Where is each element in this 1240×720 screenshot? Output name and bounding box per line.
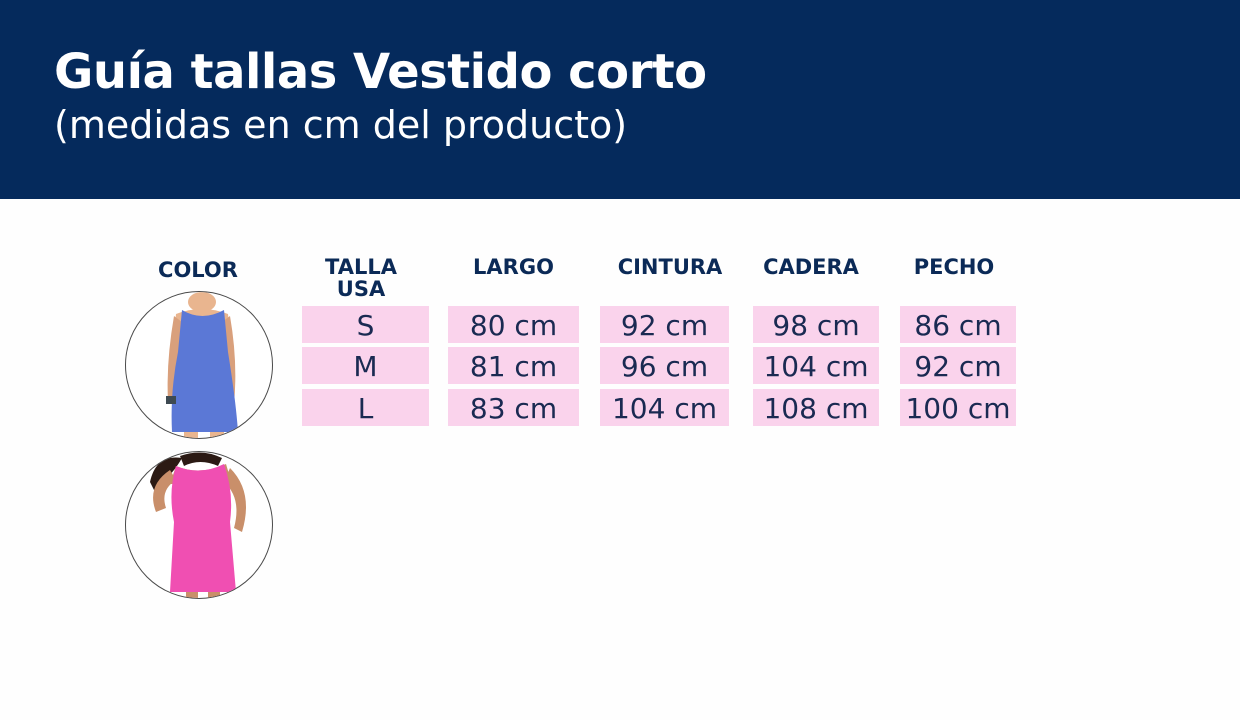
pecho-column-header: PECHO	[913, 255, 995, 279]
talla-column-header: TALLA USA	[301, 256, 421, 300]
color-option-blue[interactable]	[125, 291, 273, 439]
talla-cell-s: S	[302, 306, 429, 343]
cadera-cell-s: 98 cm	[753, 306, 879, 343]
talla-header-line1: TALLA	[325, 255, 397, 279]
largo-column-header: LARGO	[473, 255, 554, 279]
page-title: Guía tallas Vestido corto	[54, 44, 707, 100]
color-option-pink[interactable]	[125, 451, 273, 599]
cintura-cell-m: 96 cm	[600, 347, 729, 384]
pecho-cell-l: 100 cm	[900, 389, 1016, 426]
talla-cell-l: L	[302, 389, 429, 426]
largo-cell-m: 81 cm	[448, 347, 579, 384]
cadera-cell-l: 108 cm	[753, 389, 879, 426]
color-column-header: COLOR	[158, 258, 238, 282]
cintura-cell-l: 104 cm	[600, 389, 729, 426]
cadera-cell-m: 104 cm	[753, 347, 879, 384]
page-subtitle: (medidas en cm del producto)	[54, 103, 628, 147]
pecho-cell-m: 92 cm	[900, 347, 1016, 384]
pink-dress-icon	[150, 452, 246, 598]
cadera-column-header: CADERA	[763, 255, 859, 279]
header-banner: Guía tallas Vestido corto (medidas en cm…	[0, 0, 1240, 199]
cintura-cell-s: 92 cm	[600, 306, 729, 343]
talla-cell-m: M	[302, 347, 429, 384]
largo-cell-s: 80 cm	[448, 306, 579, 343]
talla-header-line2: USA	[336, 277, 386, 301]
largo-cell-l: 83 cm	[448, 389, 579, 426]
blue-dress-icon	[166, 292, 238, 438]
pecho-cell-s: 86 cm	[900, 306, 1016, 343]
cintura-column-header: CINTURA	[617, 255, 723, 279]
